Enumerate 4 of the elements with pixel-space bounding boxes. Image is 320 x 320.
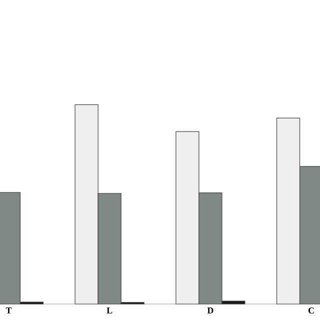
x-tick-label: C (308, 308, 314, 314)
x-tick-label: D (207, 308, 214, 314)
x-tick-label: T (6, 308, 12, 314)
x-tick-label: L (106, 308, 112, 314)
